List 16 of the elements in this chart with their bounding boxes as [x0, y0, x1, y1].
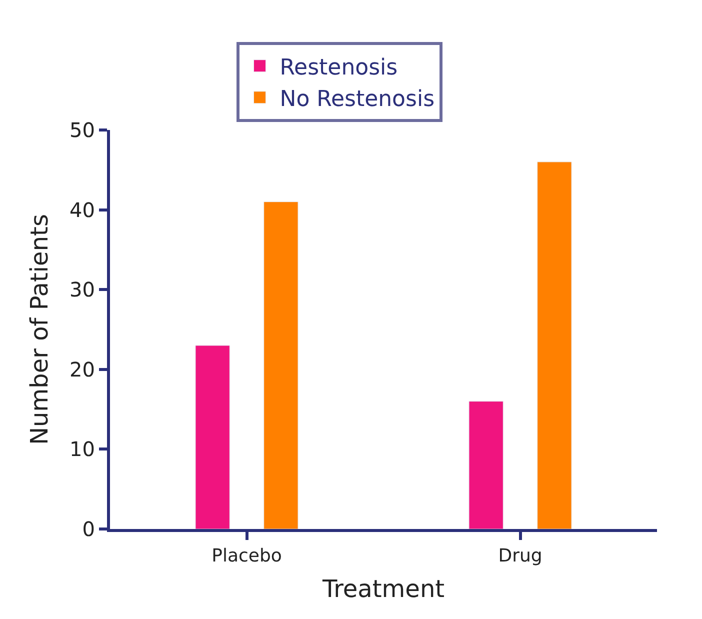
bar	[537, 162, 572, 529]
x-axis-title: Treatment	[321, 574, 445, 603]
y-tick-label: 10	[70, 437, 95, 462]
y-tick-label: 20	[70, 357, 95, 382]
bar	[264, 202, 298, 529]
y-tick-label: 30	[70, 278, 95, 302]
y-tick-label: 0	[82, 517, 95, 541]
y-tick-label: 40	[70, 198, 95, 222]
x-tick-label: Drug	[498, 546, 542, 567]
legend-label: No Restenosis	[280, 87, 435, 112]
bar	[195, 345, 230, 529]
legend-label: Restenosis	[280, 55, 398, 80]
y-tick-label: 50	[70, 118, 95, 142]
x-tick-label: Placebo	[212, 546, 282, 567]
y-axis-title: Number of Patients	[26, 214, 54, 445]
bar	[468, 401, 504, 529]
